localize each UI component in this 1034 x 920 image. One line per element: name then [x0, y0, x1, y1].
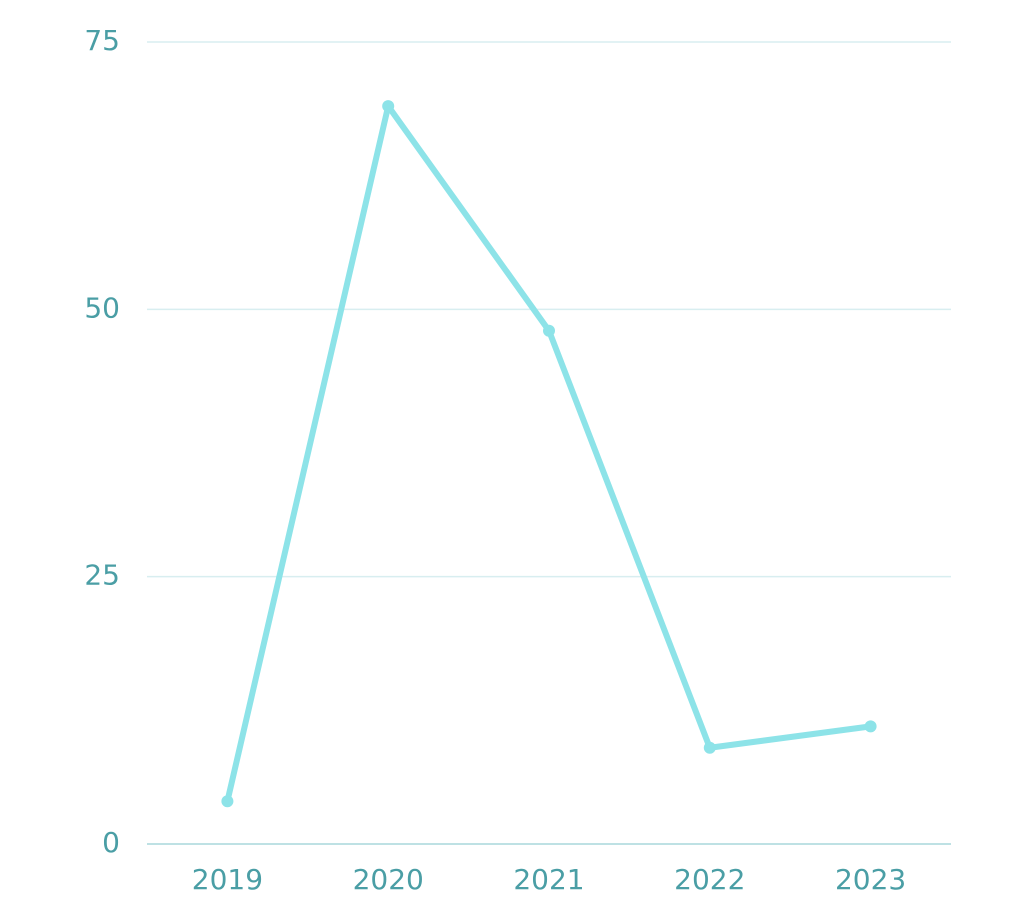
y-tick-label: 25: [84, 559, 120, 592]
y-tick-label: 75: [84, 24, 120, 57]
x-tick-label: 2020: [353, 863, 424, 896]
point: [703, 741, 716, 754]
x-tick-label: 2019: [192, 863, 263, 896]
x-tick-label: 2021: [513, 863, 584, 896]
y-tick-label: 0: [102, 826, 120, 859]
x-tick-label: 2023: [835, 863, 906, 896]
y-tick-label: 50: [84, 291, 120, 324]
point: [221, 795, 234, 808]
point: [864, 720, 877, 733]
x-tick-label: 2022: [674, 863, 745, 896]
point: [382, 100, 395, 113]
line: [224, 103, 874, 805]
point: [543, 324, 555, 337]
